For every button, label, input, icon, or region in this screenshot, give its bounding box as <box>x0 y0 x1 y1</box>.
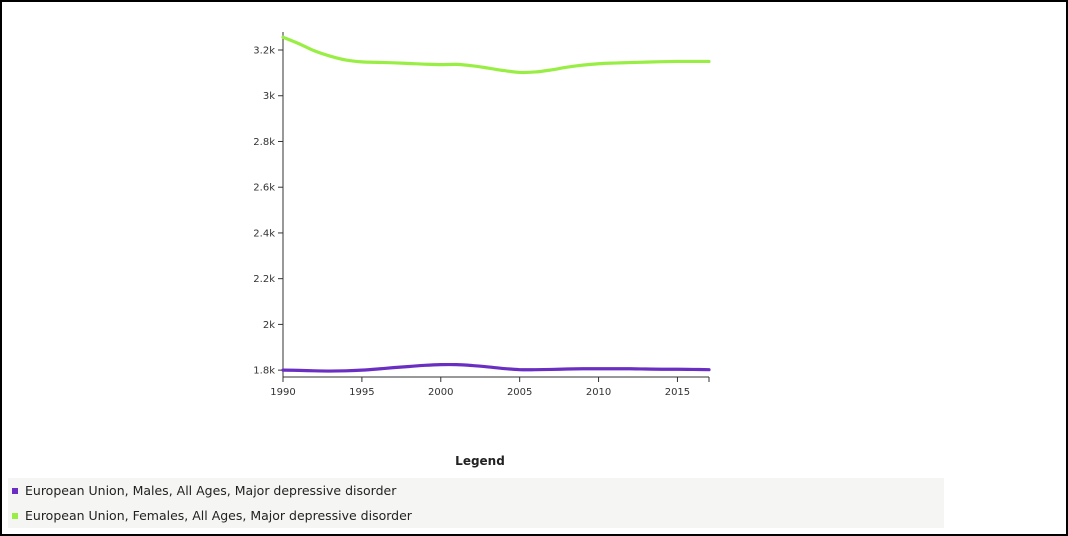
legend-title: Legend <box>455 454 505 468</box>
x-tick-label: 2005 <box>507 387 532 398</box>
series-line-females[interactable] <box>281 35 711 75</box>
legend-label-males: European Union, Males, All Ages, Major d… <box>25 483 397 498</box>
y-tick-label: 2.2k <box>253 274 275 285</box>
legend-item-males[interactable]: European Union, Males, All Ages, Major d… <box>8 478 944 503</box>
x-tick-label: 2010 <box>586 387 611 398</box>
series-lines <box>281 35 711 373</box>
legend-swatch-females <box>12 512 18 519</box>
y-tick-label: 2.6k <box>253 183 275 194</box>
legend: European Union, Males, All Ages, Major d… <box>8 478 944 528</box>
legend-label-females: European Union, Females, All Ages, Major… <box>25 508 412 523</box>
x-tick-label: 1995 <box>349 387 374 398</box>
y-tick-label: 2k <box>263 320 275 331</box>
legend-swatch-males <box>12 487 18 494</box>
y-tick-label: 3k <box>263 91 275 102</box>
x-tick-label: 1990 <box>270 387 295 398</box>
axes: 1.8k 2k 2.2k 2.4k 2.6k 2.8k 3k 3.2k 1990 1995 2000… <box>253 32 710 398</box>
y-tick-label: 2.8k <box>253 137 275 148</box>
x-tick-label: 2000 <box>428 387 453 398</box>
y-tick-label: 3.2k <box>253 46 275 57</box>
y-tick-label: 1.8k <box>253 366 275 377</box>
legend-item-females[interactable]: European Union, Females, All Ages, Major… <box>8 503 944 528</box>
series-line-males[interactable] <box>281 362 711 373</box>
x-tick-label: 2015 <box>665 387 690 398</box>
y-tick-label: 2.4k <box>253 228 275 239</box>
